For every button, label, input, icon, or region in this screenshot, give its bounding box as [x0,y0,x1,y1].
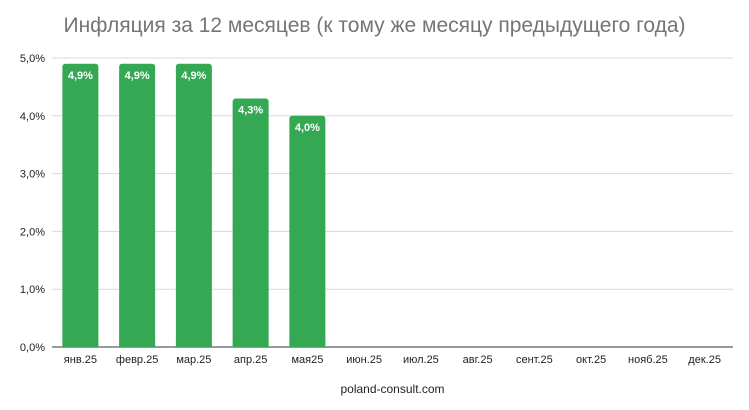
x-tick-label: нояб.25 [628,354,668,366]
data-label: 4,3% [238,104,263,116]
x-tick-label: янв.25 [64,354,97,366]
x-tick-label: апр.25 [234,354,267,366]
bar [289,115,326,347]
x-axis-label: poland-consult.com [340,382,444,396]
x-tick-label: мая25 [291,354,323,366]
x-tick-label: авг.25 [463,354,493,366]
bar [62,63,99,347]
y-tick-label: 1,0% [20,284,45,296]
y-tick-label: 5,0% [20,53,45,65]
bar-base [289,343,326,347]
chart-title: Инфляция за 12 месяцев (к тому же месяцу… [63,14,686,37]
data-label: 4,9% [125,70,150,82]
x-tick-label: дек.25 [688,354,721,366]
x-tick-label: мар.25 [176,354,211,366]
x-tick-label: июл.25 [403,354,439,366]
bar [175,63,212,347]
x-tick-label: окт.25 [576,354,606,366]
bar-base [232,343,269,347]
y-tick-label: 4,0% [20,111,45,123]
data-label: 4,9% [68,70,93,82]
x-tick-label: июн.25 [346,354,382,366]
x-tick-label: февр.25 [116,354,158,366]
y-tick-label: 3,0% [20,169,45,181]
x-tick-label: сент.25 [516,354,553,366]
y-tick-label: 0,0% [20,342,45,354]
bar-base [62,343,99,347]
y-tick-label: 2,0% [20,226,45,238]
bar-base [175,343,212,347]
bar [119,63,156,347]
bar [232,98,269,348]
data-label: 4,9% [181,70,206,82]
data-label: 4,0% [295,122,320,134]
bar-base [119,343,156,347]
